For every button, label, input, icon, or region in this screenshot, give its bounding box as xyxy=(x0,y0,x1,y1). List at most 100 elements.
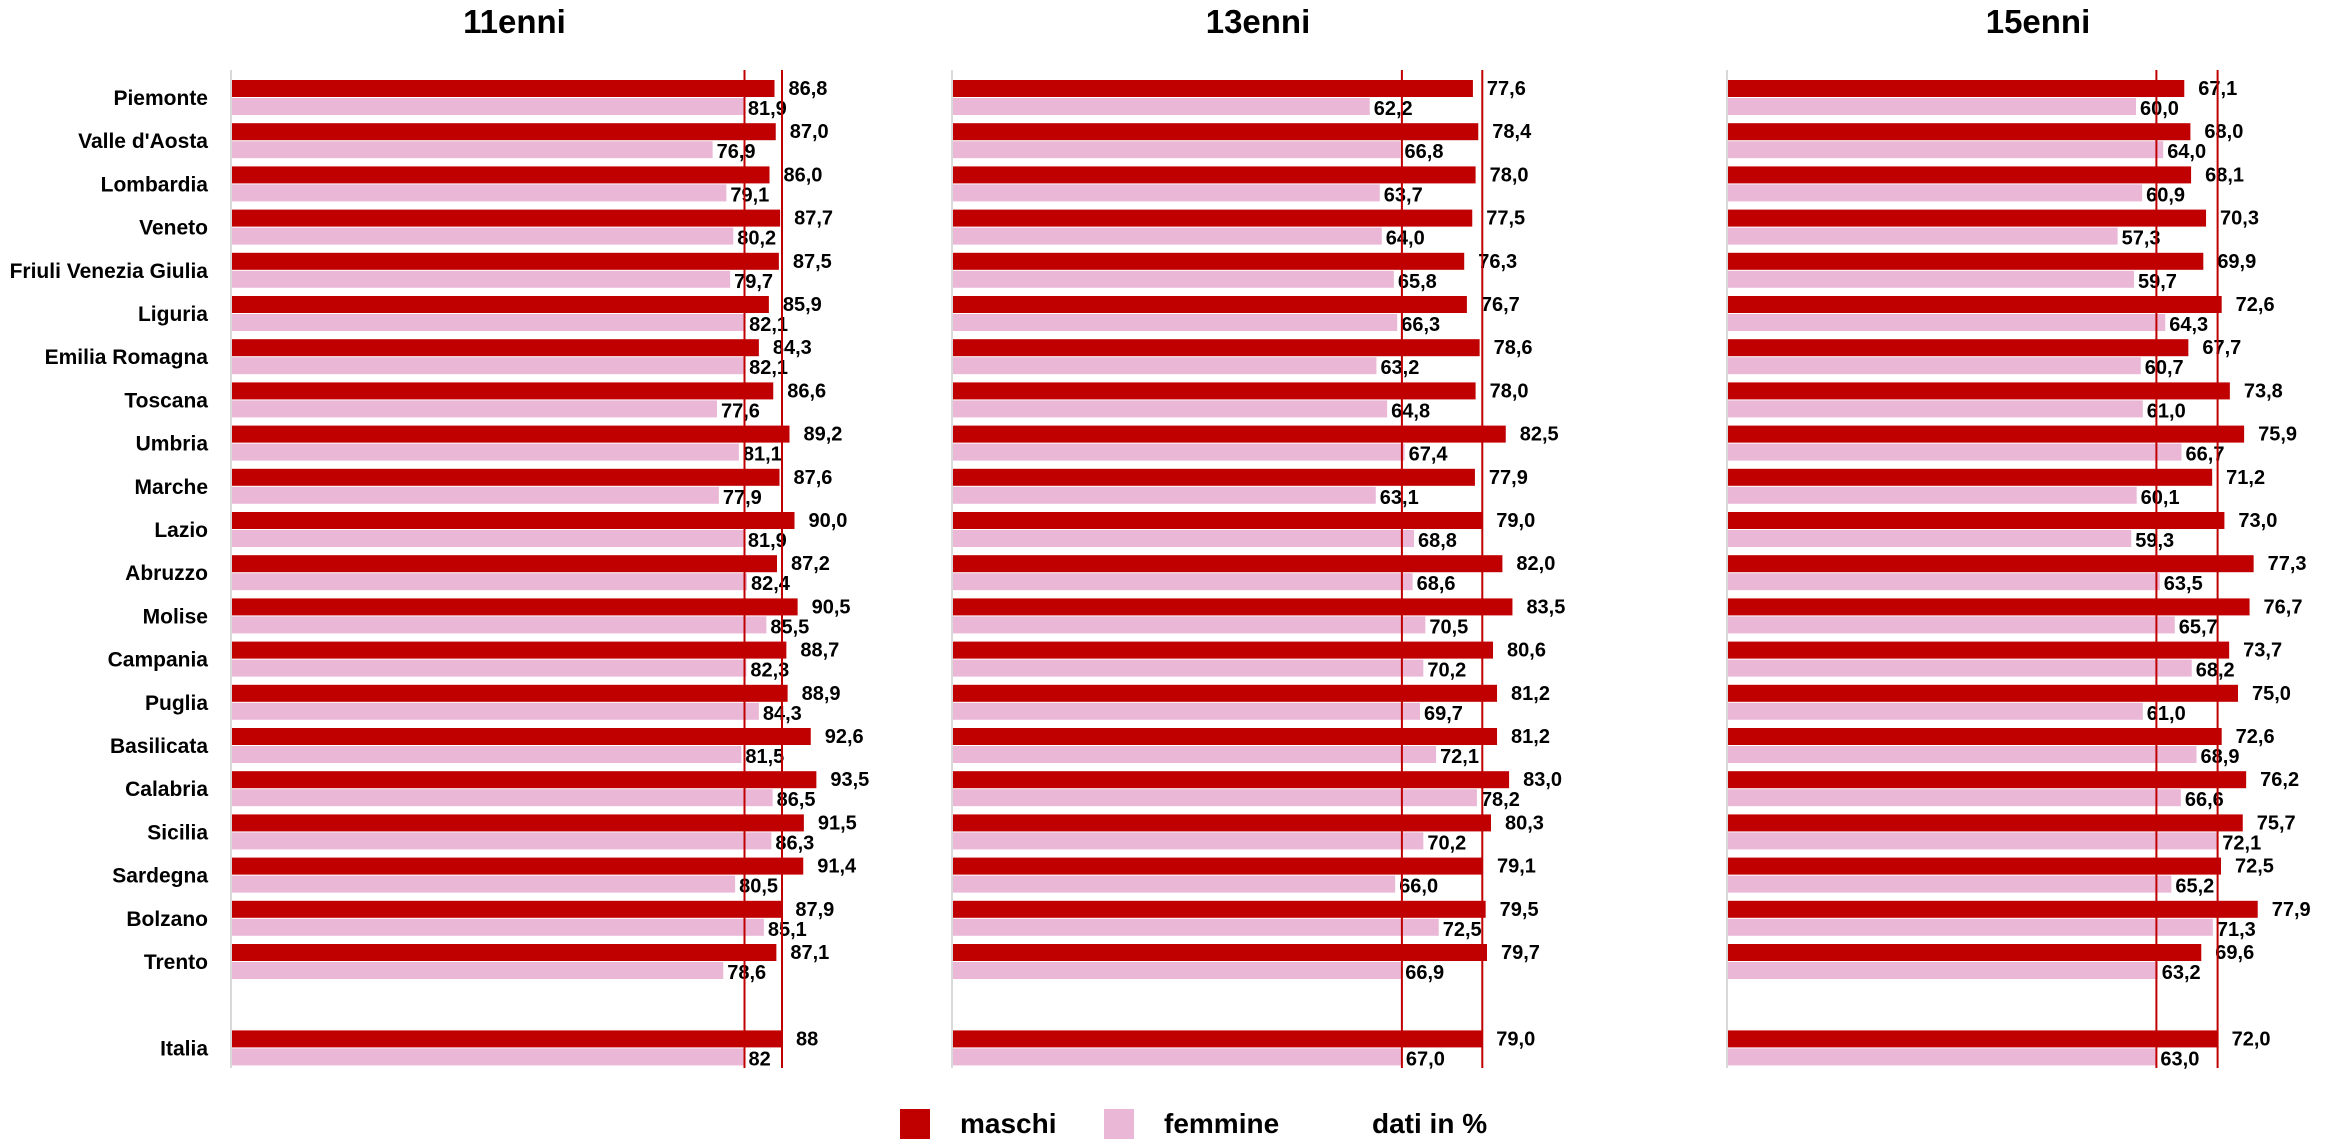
bar-maschi-13enni-puglia xyxy=(953,684,1498,702)
region-label-basilicata: Basilicata xyxy=(110,735,208,758)
bar-maschi-13enni-toscana xyxy=(953,382,1476,400)
label-femmine-13enni-abruzzo: 68,6 xyxy=(1417,573,1456,595)
label-femmine-11enni-lazio: 81,9 xyxy=(748,530,787,552)
label-maschi-13enni-abruzzo: 82,0 xyxy=(1516,553,1555,575)
label-maschi-11enni-calabria: 93,5 xyxy=(830,769,869,791)
bar-maschi-11enni-piemonte xyxy=(232,80,775,97)
bar-maschi-15enni-molise xyxy=(1728,598,2250,616)
bar-femmine-11enni-campania xyxy=(232,659,747,677)
chart-area: Piemonte Valle d'Aosta Lombardia Veneto Friu… xyxy=(10,3,2311,1070)
label-maschi-13enni-veneto: 77,5 xyxy=(1486,208,1525,230)
label-maschi-15enni-veneto: 70,3 xyxy=(2220,208,2259,230)
bar-femmine-11enni-liguria xyxy=(232,314,746,331)
label-maschi-13enni-liguria: 76,7 xyxy=(1481,294,1520,316)
label-maschi-11enni-valle-d-aosta: 87,0 xyxy=(790,121,829,143)
label-maschi-11enni-basilicata: 92,6 xyxy=(825,726,864,748)
label-maschi-13enni-basilicata: 81,2 xyxy=(1511,726,1550,748)
bar-maschi-11enni-veneto xyxy=(232,209,781,227)
region-label-valle-d-aosta: Valle d'Aosta xyxy=(78,130,208,153)
label-femmine-11enni-toscana: 77,6 xyxy=(721,400,760,422)
label-femmine-11enni-abruzzo: 82,4 xyxy=(751,573,791,595)
bar-femmine-15enni-basilicata xyxy=(1728,746,2197,763)
bar-maschi-13enni-abruzzo xyxy=(953,555,1503,573)
label-maschi-13enni-puglia: 81,2 xyxy=(1511,683,1550,705)
bar-maschi-15enni-lazio xyxy=(1728,512,2225,529)
bar-femmine-11enni-sicilia xyxy=(232,832,772,850)
bar-femmine-11enni-friuli-venezia-giulia xyxy=(232,270,731,288)
bar-maschi-11enni-marche xyxy=(232,468,780,486)
label-femmine-15enni-abruzzo: 63,5 xyxy=(2164,573,2203,595)
label-maschi-13enni-valle-d-aosta: 78,4 xyxy=(1492,121,1532,143)
bar-femmine-11enni-lombardia xyxy=(232,184,727,202)
bar-femmine-13enni-bolzano xyxy=(953,918,1439,936)
bar-femmine-11enni-marche xyxy=(232,486,719,504)
region-label-lombardia: Lombardia xyxy=(101,173,209,196)
bar-maschi-13enni-emilia-romagna xyxy=(953,339,1480,357)
bar-maschi-11enni-molise xyxy=(232,598,798,616)
label-femmine-15enni-lazio: 59,3 xyxy=(2135,530,2174,552)
label-maschi-13enni-friuli-venezia-giulia: 76,3 xyxy=(1478,251,1517,273)
region-label-molise: Molise xyxy=(143,605,208,628)
label-femmine-11enni-lombardia: 79,1 xyxy=(730,184,769,206)
bar-maschi-15enni-basilicata xyxy=(1728,728,2222,745)
label-femmine-13enni-italia: 67,0 xyxy=(1406,1048,1445,1070)
label-femmine-15enni-umbria: 66,7 xyxy=(2186,444,2225,466)
label-maschi-15enni-campania: 73,7 xyxy=(2243,640,2282,662)
bar-femmine-13enni-basilicata xyxy=(953,746,1437,763)
label-maschi-13enni-italia: 79,0 xyxy=(1496,1028,1535,1050)
bar-maschi-11enni-toscana xyxy=(232,382,774,400)
label-maschi-15enni-sicilia: 75,7 xyxy=(2257,812,2296,834)
bar-maschi-15enni-toscana xyxy=(1728,382,2230,400)
region-label-veneto: Veneto xyxy=(139,217,208,240)
legend-item-maschi: maschi xyxy=(900,1108,1057,1140)
label-maschi-15enni-puglia: 75,0 xyxy=(2252,683,2291,705)
region-label-puglia: Puglia xyxy=(145,692,208,715)
bar-femmine-11enni-bolzano xyxy=(232,918,764,936)
label-femmine-13enni-campania: 70,2 xyxy=(1427,660,1466,682)
bar-femmine-13enni-lazio xyxy=(953,530,1414,547)
bar-femmine-11enni-piemonte xyxy=(232,98,744,115)
bar-maschi-15enni-trento xyxy=(1728,944,2202,961)
bar-femmine-11enni-umbria xyxy=(232,443,739,461)
bar-femmine-15enni-valle-d-aosta xyxy=(1728,141,2164,159)
label-femmine-11enni-bolzano: 85,1 xyxy=(768,919,807,941)
bar-maschi-11enni-sicilia xyxy=(232,814,804,832)
label-femmine-13enni-emilia-romagna: 63,2 xyxy=(1380,357,1419,379)
region-label-italia: Italia xyxy=(160,1037,208,1060)
bar-femmine-11enni-trento xyxy=(232,962,724,979)
bar-femmine-13enni-molise xyxy=(953,616,1426,634)
bar-maschi-13enni-molise xyxy=(953,598,1513,616)
region-label-abruzzo: Abruzzo xyxy=(125,562,208,585)
label-femmine-11enni-umbria: 81,1 xyxy=(743,444,782,466)
label-maschi-13enni-campania: 80,6 xyxy=(1507,640,1546,662)
label-femmine-15enni-liguria: 64,3 xyxy=(2169,314,2208,336)
bar-femmine-15enni-puglia xyxy=(1728,702,2143,720)
bar-femmine-13enni-veneto xyxy=(953,227,1382,245)
label-femmine-13enni-veneto: 64,0 xyxy=(1386,228,1425,250)
label-femmine-13enni-basilicata: 72,1 xyxy=(1440,746,1479,768)
legend-item-femmine: femmine xyxy=(1104,1108,1279,1140)
bar-maschi-15enni-puglia xyxy=(1728,684,2238,702)
label-femmine-13enni-trento: 66,9 xyxy=(1405,962,1444,984)
bar-femmine-13enni-puglia xyxy=(953,702,1420,720)
label-femmine-11enni-valle-d-aosta: 76,9 xyxy=(717,141,756,163)
bar-femmine-15enni-sicilia xyxy=(1728,832,2219,850)
bar-femmine-11enni-italia xyxy=(232,1048,745,1066)
label-maschi-15enni-trento: 69,6 xyxy=(2215,942,2254,964)
label-femmine-15enni-toscana: 61,0 xyxy=(2147,400,2186,422)
label-femmine-13enni-puglia: 69,7 xyxy=(1424,703,1463,725)
bar-maschi-15enni-liguria xyxy=(1728,296,2222,313)
label-femmine-15enni-basilicata: 68,9 xyxy=(2201,746,2240,768)
label-femmine-15enni-veneto: 57,3 xyxy=(2122,228,2161,250)
label-maschi-11enni-piemonte: 86,8 xyxy=(789,78,828,100)
label-femmine-13enni-valle-d-aosta: 66,8 xyxy=(1405,141,1444,163)
bar-maschi-13enni-calabria xyxy=(953,771,1510,789)
bar-femmine-15enni-liguria xyxy=(1728,314,2166,331)
bar-maschi-15enni-sardegna xyxy=(1728,857,2221,875)
region-label-toscana: Toscana xyxy=(124,389,208,412)
bar-femmine-13enni-campania xyxy=(953,659,1424,677)
bar-femmine-13enni-marche xyxy=(953,486,1376,504)
label-femmine-11enni-sicilia: 86,3 xyxy=(775,832,814,854)
label-maschi-11enni-toscana: 86,6 xyxy=(787,380,826,402)
bar-femmine-13enni-sardegna xyxy=(953,875,1396,893)
